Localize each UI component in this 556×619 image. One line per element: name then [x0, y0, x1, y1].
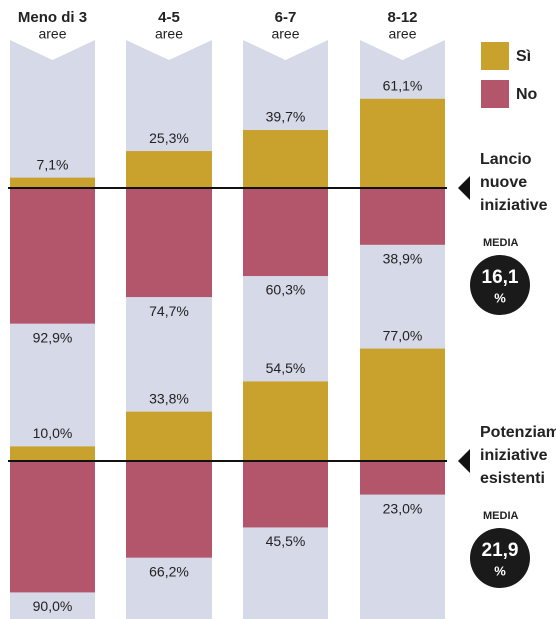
bar — [243, 381, 328, 461]
media-badge — [470, 255, 530, 315]
value-label: 61,1% — [383, 77, 423, 93]
media-unit: % — [494, 563, 506, 578]
bar — [126, 151, 212, 188]
value-label: 39,7% — [266, 109, 306, 125]
media-label: MEDIA — [483, 237, 519, 249]
panel-title: Potenziamento — [480, 424, 556, 441]
media-value: 16,1 — [482, 267, 519, 288]
category-label: 4-5 — [158, 9, 180, 26]
bar — [126, 188, 212, 298]
panel-title: nuove — [480, 174, 527, 191]
value-label: 33,8% — [149, 390, 189, 406]
category-unit: aree — [38, 26, 66, 42]
bar — [360, 461, 445, 495]
bar — [243, 461, 328, 528]
value-label: 66,2% — [149, 563, 189, 579]
category-unit: aree — [388, 26, 416, 42]
value-label: 10,0% — [33, 425, 73, 441]
bar — [126, 411, 212, 461]
value-label: 45,5% — [266, 533, 306, 549]
value-label: 25,3% — [149, 130, 189, 146]
value-label: 90,0% — [33, 598, 73, 614]
value-label: 54,5% — [266, 360, 306, 376]
panel-title: iniziative — [480, 447, 548, 464]
panel-title: iniziative — [480, 197, 548, 214]
panel-title: esistenti — [480, 470, 545, 487]
category-label: 8-12 — [387, 9, 417, 26]
category-label: Meno di 3 — [18, 9, 87, 26]
bar — [360, 98, 445, 188]
bar — [126, 461, 212, 558]
media-value: 21,9 — [482, 540, 519, 561]
bar — [10, 461, 95, 593]
category-unit: aree — [271, 26, 299, 42]
bar — [10, 446, 95, 461]
media-unit: % — [494, 290, 506, 305]
value-label: 7,1% — [37, 156, 69, 172]
bar — [360, 348, 445, 461]
legend-swatch — [481, 42, 509, 70]
bar — [243, 130, 328, 188]
category-unit: aree — [155, 26, 183, 42]
bar — [360, 188, 445, 245]
category-label: 6-7 — [275, 9, 297, 26]
value-label: 60,3% — [266, 282, 306, 298]
value-label: 74,7% — [149, 303, 189, 319]
pointer — [458, 176, 470, 200]
bar — [243, 188, 328, 277]
bar — [10, 188, 95, 324]
bar — [10, 177, 95, 188]
value-label: 38,9% — [383, 250, 423, 266]
pointer — [458, 449, 470, 473]
legend-label: No — [516, 86, 538, 103]
media-badge — [470, 528, 530, 588]
legend-label: Sì — [516, 48, 531, 65]
panel-title: Lancio — [480, 151, 532, 168]
value-label: 23,0% — [383, 500, 423, 516]
value-label: 92,9% — [33, 329, 73, 345]
value-label: 77,0% — [383, 327, 423, 343]
media-label: MEDIA — [483, 510, 519, 522]
legend-swatch — [481, 80, 509, 108]
